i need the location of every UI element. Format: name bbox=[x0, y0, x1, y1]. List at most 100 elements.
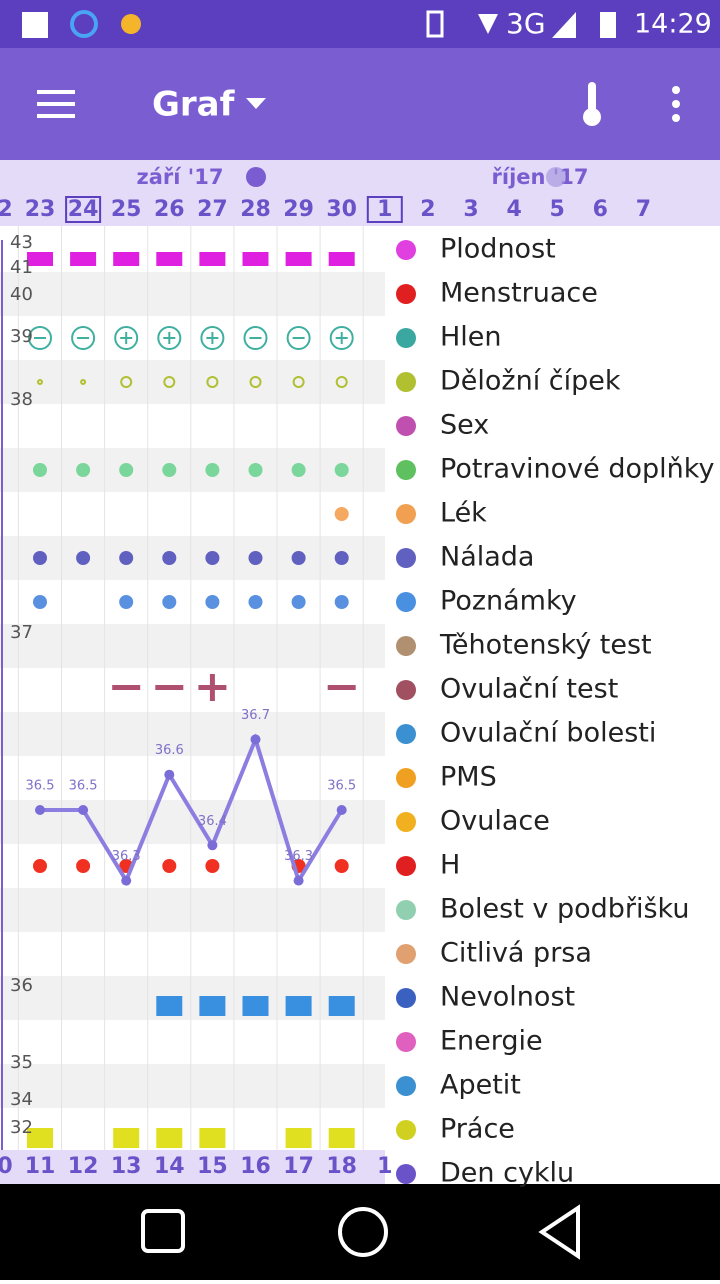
today-box bbox=[366, 196, 403, 223]
h-dot bbox=[334, 859, 349, 873]
mood-dot bbox=[248, 551, 263, 565]
bottom-day: 12 bbox=[68, 1154, 99, 1179]
legend-label: Den cyklu bbox=[440, 1158, 574, 1189]
legend-icon bbox=[396, 724, 416, 744]
cervix-mark bbox=[120, 376, 133, 388]
supplement-dot bbox=[291, 463, 306, 477]
mood-dot bbox=[119, 551, 134, 565]
mood-dot bbox=[291, 551, 306, 565]
temperature-line bbox=[40, 733, 344, 886]
network-type: 3G bbox=[506, 7, 546, 40]
recents-button[interactable] bbox=[141, 1209, 185, 1253]
top-day: 7 bbox=[636, 197, 651, 222]
nausea-bar bbox=[285, 996, 312, 1016]
nausea-bar bbox=[328, 996, 355, 1016]
work-bar bbox=[156, 1128, 183, 1148]
clock: 14:29 bbox=[634, 9, 712, 40]
legend-icon bbox=[396, 812, 416, 832]
month-label: září '17 bbox=[137, 165, 224, 189]
back-button[interactable] bbox=[538, 1204, 580, 1260]
mucus-sign bbox=[71, 326, 96, 350]
legend-icon bbox=[396, 240, 416, 260]
cervix-mark bbox=[335, 376, 348, 388]
temperature-point bbox=[250, 734, 261, 745]
toolbar-title[interactable]: Graf bbox=[152, 85, 236, 125]
legend-label: Sex bbox=[440, 410, 489, 441]
thermometer-button[interactable] bbox=[583, 82, 601, 126]
top-day: 24 bbox=[68, 197, 99, 222]
row-bg bbox=[0, 360, 385, 404]
axis-label: 40 bbox=[10, 284, 33, 305]
cervix-mark bbox=[249, 376, 262, 388]
legend-icon bbox=[396, 988, 416, 1008]
legend-icon bbox=[396, 548, 416, 568]
dropdown-arrow[interactable] bbox=[246, 98, 266, 109]
legend-icon bbox=[396, 636, 416, 656]
legend-label: PMS bbox=[440, 762, 497, 793]
fertility-bar bbox=[285, 252, 312, 266]
bottom-day: 11 bbox=[25, 1154, 56, 1179]
legend-label: Lék bbox=[440, 498, 487, 529]
legend-label: Plodnost bbox=[440, 234, 556, 265]
legend-icon bbox=[396, 1032, 416, 1052]
axis-label: 41 bbox=[10, 257, 33, 278]
work-bar bbox=[27, 1128, 53, 1148]
mood-dot bbox=[33, 551, 47, 565]
bottom-day-row bbox=[0, 1150, 385, 1184]
moon-phase bbox=[246, 167, 266, 187]
top-day: 30 bbox=[326, 197, 357, 222]
battery-icon bbox=[600, 12, 616, 38]
more-button[interactable] bbox=[672, 86, 680, 122]
temperature-label: 36.4 bbox=[198, 814, 227, 829]
note-dot bbox=[334, 595, 349, 609]
temperature-label: 36.6 bbox=[155, 743, 184, 758]
legend-label: Ovulační test bbox=[440, 674, 618, 705]
axis-label: 38 bbox=[10, 389, 33, 410]
legend-icon bbox=[396, 680, 416, 700]
h-dot bbox=[205, 859, 220, 873]
home-button[interactable] bbox=[338, 1207, 388, 1257]
menu-line bbox=[37, 102, 75, 106]
top-day: 28 bbox=[240, 197, 271, 222]
month-label: říjen '17 bbox=[492, 165, 589, 189]
legend-label: Bolest v podbřišku bbox=[440, 894, 689, 925]
dot bbox=[672, 100, 680, 108]
toolbar bbox=[0, 48, 720, 160]
axis-label: 43 bbox=[10, 232, 33, 253]
medicine-dot bbox=[334, 507, 349, 521]
top-day: 1 bbox=[377, 197, 392, 222]
mucus-sign bbox=[286, 326, 311, 350]
row-bg bbox=[0, 624, 385, 668]
row-bg bbox=[0, 976, 385, 1020]
legend-label: Hlen bbox=[440, 322, 502, 353]
supplement-dot bbox=[76, 463, 91, 477]
legend-icon bbox=[396, 944, 416, 964]
weather-icon bbox=[121, 14, 141, 34]
h-dot bbox=[76, 859, 91, 873]
legend-label: Citlivá prsa bbox=[440, 938, 592, 969]
top-day: 29 bbox=[283, 197, 314, 222]
supplement-dot bbox=[33, 463, 47, 477]
facebook-icon bbox=[22, 12, 48, 38]
axis-label: 39 bbox=[10, 326, 33, 347]
ovulation-test-bar bbox=[112, 685, 141, 690]
mood-dot bbox=[205, 551, 220, 565]
row-bg bbox=[0, 536, 385, 580]
fertility-bar bbox=[113, 252, 140, 266]
temperature-point bbox=[78, 805, 89, 815]
menu-line bbox=[37, 114, 75, 118]
dot bbox=[672, 114, 680, 122]
mood-dot bbox=[334, 551, 349, 565]
row-bg bbox=[0, 800, 385, 844]
fertility-bar bbox=[199, 252, 226, 266]
fertility-bar bbox=[242, 252, 269, 266]
cervix-mark bbox=[163, 376, 176, 388]
menu-button[interactable] bbox=[37, 90, 75, 118]
legend-icon bbox=[396, 328, 416, 348]
cervix-mark bbox=[206, 376, 219, 388]
legend-label: Menstruace bbox=[440, 278, 598, 309]
mucus-sign bbox=[28, 326, 52, 350]
menu-line bbox=[37, 90, 75, 94]
today-box bbox=[65, 196, 102, 223]
